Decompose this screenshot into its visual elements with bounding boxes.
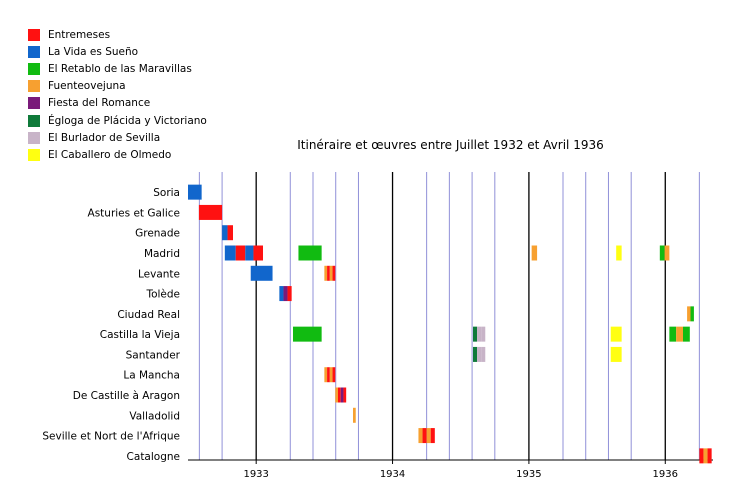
event-bar — [477, 326, 482, 342]
region-label: La Mancha — [123, 370, 180, 382]
legend-swatch — [28, 97, 40, 110]
event-bar — [245, 245, 254, 261]
legend-label: El Burlador de Sevilla — [48, 131, 161, 144]
event-bar — [332, 265, 336, 281]
event-bar — [418, 428, 423, 444]
event-bar — [253, 245, 263, 261]
region-label: Santander — [126, 349, 181, 361]
legend-label: El Retablo de las Maravillas — [48, 62, 192, 75]
legend-item: El Caballero de Olmedo — [28, 146, 207, 163]
legend-item: Entremeses — [28, 26, 207, 43]
event-bar — [481, 326, 486, 342]
legend-swatch — [28, 28, 40, 41]
event-bar — [324, 265, 328, 281]
event-bar — [616, 245, 622, 261]
event-bar — [287, 286, 292, 302]
event-bar — [298, 245, 322, 261]
x-tick-label: 1936 — [653, 469, 678, 480]
x-tick-label: 1934 — [380, 469, 405, 480]
region-label: Grenade — [135, 228, 180, 240]
legend-label: Entremeses — [48, 28, 111, 41]
event-bar — [659, 245, 665, 261]
legend-swatch — [28, 114, 40, 127]
event-bar — [664, 245, 670, 261]
event-bar — [683, 326, 690, 342]
legend-label: Fiesta del Romance — [48, 97, 151, 110]
event-bar — [707, 448, 712, 464]
event-bar — [353, 407, 356, 423]
legend-label: El Caballero de Olmedo — [48, 148, 172, 161]
event-bar — [227, 225, 233, 241]
event-bar — [610, 326, 622, 342]
event-bar — [531, 245, 538, 261]
event-bar — [222, 225, 228, 241]
legend-item: Égloga de Plácida y Victoriano — [28, 112, 207, 129]
event-bar — [477, 346, 482, 362]
chart-title: Itinéraire et œuvres entre Juillet 1932 … — [297, 138, 604, 152]
event-bar — [343, 387, 347, 403]
region-label: Castilla la Vieja — [100, 329, 180, 341]
region-label: Tolède — [145, 289, 180, 301]
event-bar — [332, 367, 336, 383]
event-bar — [669, 326, 677, 342]
legend-item: El Burlador de Sevilla — [28, 129, 207, 146]
region-label: Levante — [138, 268, 180, 280]
region-label: Soria — [153, 187, 180, 199]
event-bar — [250, 265, 273, 281]
event-bar — [224, 245, 236, 261]
region-label: Ciudad Real — [117, 309, 180, 321]
x-tick-label: 1935 — [516, 469, 541, 480]
event-bar — [422, 428, 427, 444]
legend-label: Fuenteovejuna — [48, 80, 126, 93]
event-bar — [690, 306, 694, 322]
legend-swatch — [28, 80, 40, 93]
event-bar — [283, 286, 288, 302]
legend-item: Fiesta del Romance — [28, 95, 207, 112]
region-label: Seville et Nort de l'Afrique — [42, 431, 180, 443]
event-bar — [703, 448, 708, 464]
event-bar — [610, 346, 622, 362]
event-bar — [426, 428, 431, 444]
event-bar — [279, 286, 284, 302]
region-label: De Castille à Aragon — [73, 390, 180, 402]
legend-item: Fuenteovejuna — [28, 78, 207, 95]
event-bar — [338, 387, 341, 403]
region-label: Valladolid — [129, 410, 180, 422]
event-bar — [324, 367, 328, 383]
region-label: Catalogne — [127, 451, 180, 463]
event-bar — [235, 245, 246, 261]
event-bar — [430, 428, 435, 444]
legend-swatch — [28, 148, 40, 161]
legend-swatch — [28, 131, 40, 144]
legend-label: Égloga de Plácida y Victoriano — [48, 114, 207, 127]
event-bar — [699, 448, 704, 464]
event-bar — [327, 367, 330, 383]
region-label: Asturies et Galice — [88, 207, 180, 219]
legend-item: La Vida es Sueño — [28, 43, 207, 60]
legend-swatch — [28, 45, 40, 58]
event-bar — [329, 367, 333, 383]
chart-legend: Entremeses La Vida es Sueño El Retablo de … — [28, 26, 207, 164]
x-tick-label: 1933 — [243, 469, 268, 480]
event-bar — [473, 346, 478, 362]
event-bar — [293, 326, 322, 342]
event-bar — [473, 326, 478, 342]
event-bar — [481, 346, 486, 362]
event-bar — [329, 265, 333, 281]
event-bar — [340, 387, 344, 403]
legend-label: La Vida es Sueño — [48, 45, 139, 58]
event-bar — [687, 306, 691, 322]
event-bar — [676, 326, 683, 342]
event-bar — [335, 387, 338, 403]
event-bar — [327, 265, 330, 281]
legend-swatch — [28, 62, 40, 75]
event-bar — [198, 204, 223, 220]
region-label: Madrid — [144, 248, 180, 260]
legend-item: El Retablo de las Maravillas — [28, 60, 207, 77]
event-bar — [188, 184, 202, 200]
